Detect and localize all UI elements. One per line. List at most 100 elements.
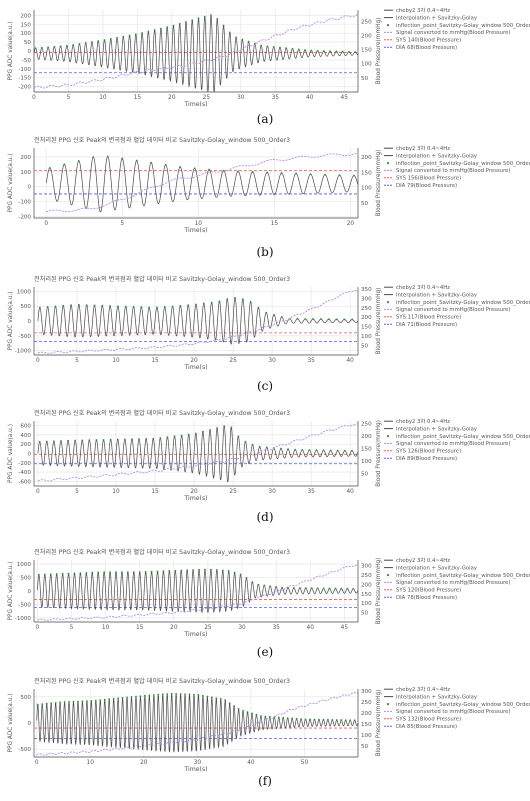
- x-tick-label: 30: [268, 358, 276, 364]
- inflection-point: [320, 318, 322, 320]
- inflection-point: [37, 573, 40, 576]
- inflection-point: [157, 693, 160, 696]
- inflection-point: [168, 570, 171, 572]
- y-axis-label: PPG ADC value(a.u.): [8, 154, 14, 213]
- inflection-point: [43, 573, 46, 576]
- inflection-point: [329, 50, 332, 53]
- x-tick-label: 10: [195, 221, 203, 227]
- inflection-point: [215, 697, 218, 699]
- inflection-point: [50, 702, 53, 705]
- inflection-point: [260, 44, 263, 47]
- y-axis-label: PPG ADC value(a.u.): [8, 424, 14, 483]
- y2-tick-label: 50: [361, 611, 369, 617]
- x-tick-label: 35: [307, 489, 315, 495]
- inflection-point: [218, 300, 221, 303]
- legend-item: Interpolation + Savitzky-Golay: [396, 426, 477, 432]
- inflection-point: [134, 33, 137, 36]
- x-tick-label: 30: [237, 95, 245, 101]
- inflection-point: [40, 46, 43, 49]
- x-tick-label: 20: [347, 221, 355, 227]
- y2-axis-label: Blood Pressure(mmHg): [376, 18, 382, 85]
- inflection-point: [179, 304, 182, 307]
- inflection-point: [103, 571, 106, 574]
- inflection-point: [135, 695, 137, 698]
- legend-item: DIA 85(Blood Pressure): [396, 724, 457, 730]
- x-tick-label: 40: [346, 358, 354, 364]
- inflection-point: [233, 571, 236, 574]
- y-tick-label: -200: [18, 85, 31, 91]
- inflection-point: [38, 440, 41, 443]
- inflection-point: [187, 433, 190, 436]
- inflection-point: [331, 718, 334, 721]
- inflection-point: [280, 172, 283, 174]
- legend-item: Signal converted to mmHg(Blood Pressure): [396, 307, 510, 313]
- inflection-point: [295, 172, 297, 175]
- inflection-point: [343, 449, 346, 452]
- y-tick-label: 500: [20, 576, 31, 582]
- inflection-point: [304, 718, 307, 721]
- inflection-point: [191, 19, 194, 22]
- x-tick-label: 50: [301, 760, 309, 766]
- inflection-point: [279, 46, 281, 49]
- inflection-point: [152, 694, 155, 696]
- inflection-point: [121, 696, 124, 699]
- y-tick-label: -400: [18, 470, 31, 476]
- inflection-point: [47, 46, 49, 49]
- inflection-point: [322, 718, 325, 721]
- y2-axis-label: Blood Pressure(mmHg): [376, 420, 382, 487]
- inflection-point: [227, 569, 230, 572]
- inflection-point: [352, 587, 355, 590]
- x-tick-label: 15: [151, 489, 159, 495]
- x-tick-label: 40: [247, 760, 255, 766]
- inflection-point: [108, 698, 111, 701]
- y-tick-label: 500: [20, 304, 31, 310]
- inflection-point: [348, 51, 350, 53]
- inflection-point: [351, 449, 353, 452]
- x-tick-label: 25: [229, 358, 237, 364]
- legend-item: Signal converted to mmHg(Blood Pressure): [396, 441, 510, 447]
- y-tick-label: 150: [20, 22, 31, 28]
- x-axis-label: Time(s): [183, 227, 207, 234]
- inflection-point: [70, 304, 72, 307]
- y-tick-label: 200: [20, 13, 31, 19]
- inflection-point: [226, 298, 229, 300]
- inflection-point: [313, 718, 316, 721]
- y2-tick-label: 200: [361, 315, 372, 321]
- x-tick-label: 20: [140, 760, 148, 766]
- inflection-point: [254, 42, 256, 45]
- x-tick-label: 15: [136, 625, 144, 631]
- inflection-point: [228, 702, 231, 704]
- pressure-line: [36, 692, 359, 756]
- x-tick-label: 10: [112, 358, 120, 364]
- inflection-point: [166, 436, 169, 439]
- legend-swatch: [386, 703, 390, 706]
- inflection-point: [322, 587, 325, 590]
- x-axis-label: Time(s): [183, 631, 207, 638]
- inflection-point: [309, 173, 312, 175]
- legend-item: SYS 156(Blood Pressure): [396, 176, 461, 182]
- inflection-point: [77, 159, 80, 162]
- inflection-point: [179, 693, 182, 695]
- inflection-point: [223, 425, 226, 427]
- x-tick-label: 45: [341, 625, 349, 631]
- inflection-point: [296, 317, 299, 320]
- x-tick-label: 40: [307, 625, 315, 631]
- y2-axis-label: Blood Pressure(mmHg): [376, 690, 382, 757]
- inflection-point: [170, 692, 173, 695]
- inflection-point: [140, 306, 143, 309]
- inflection-point: [233, 705, 236, 707]
- inflection-point: [242, 709, 244, 712]
- legend-item: cheby2 3차 0.4~4Hz: [396, 556, 450, 564]
- y2-tick-label: 150: [361, 48, 372, 54]
- inflection-point: [93, 304, 96, 307]
- inflection-point: [97, 40, 100, 42]
- y-tick-label: 100: [20, 170, 31, 176]
- y2-tick-label: 100: [361, 62, 372, 68]
- inflection-point: [132, 571, 135, 574]
- inflection-point: [255, 713, 258, 716]
- inflection-point: [144, 571, 147, 573]
- y2-tick-label: 50: [361, 472, 369, 478]
- x-tick-label: 40: [346, 489, 354, 495]
- inflection-point: [160, 27, 162, 30]
- inflection-point: [215, 569, 218, 571]
